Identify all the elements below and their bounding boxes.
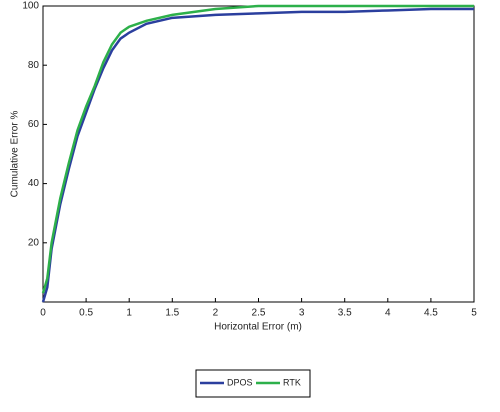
x-tick-label: 1.5 [165, 308, 179, 319]
x-tick-label: 3 [299, 308, 305, 319]
x-tick-label: 4.5 [424, 308, 438, 319]
y-tick-label: 100 [22, 1, 39, 12]
x-tick-label: 3.5 [338, 308, 352, 319]
x-tick-label: 2 [213, 308, 219, 319]
y-tick-label: 80 [28, 60, 40, 71]
y-tick-label: 40 [28, 178, 40, 189]
x-tick-label: 4 [385, 308, 391, 319]
x-tick-label: 5 [471, 308, 477, 319]
line [41, 4, 474, 294]
plot-frame [42, 5, 475, 303]
legend-label: DPOS [227, 377, 253, 387]
line [41, 7, 474, 303]
x-tick-label: 0 [40, 308, 46, 319]
y-tick-label: 60 [28, 119, 40, 130]
y-tick-label: 20 [28, 237, 40, 248]
x-axis-label: Horizontal Error (m) [214, 322, 302, 333]
x-tick-label: 0.5 [79, 308, 93, 319]
x-tick-label: 2.5 [252, 308, 266, 319]
x-tick-label: 1 [126, 308, 132, 319]
y-axis-label: Cumulative Error % [10, 111, 21, 198]
legend-label: RTK [283, 377, 301, 387]
